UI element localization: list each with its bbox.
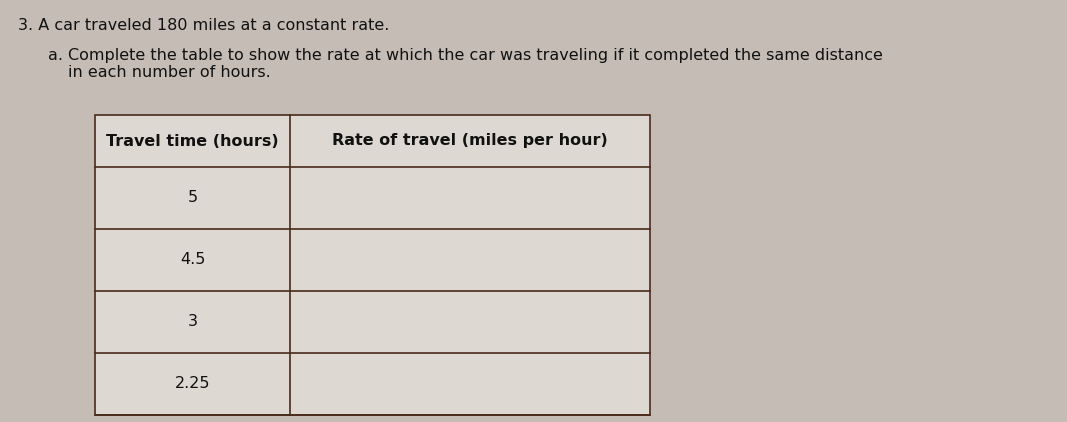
Bar [95, 115, 650, 415]
Text: 3. A car traveled 180 miles at a constant rate.: 3. A car traveled 180 miles at a constan… [18, 18, 389, 33]
Text: a.: a. [48, 48, 63, 63]
Text: 4.5: 4.5 [180, 252, 205, 268]
Text: Rate of travel (miles per hour): Rate of travel (miles per hour) [332, 133, 608, 149]
Text: 5: 5 [188, 190, 197, 206]
Text: 3: 3 [188, 314, 197, 330]
Text: Complete the table to show the rate at which the car was traveling if it complet: Complete the table to show the rate at w… [68, 48, 882, 81]
Text: 2.25: 2.25 [175, 376, 210, 392]
Text: Travel time (hours): Travel time (hours) [107, 133, 278, 149]
Bar [95, 115, 650, 415]
